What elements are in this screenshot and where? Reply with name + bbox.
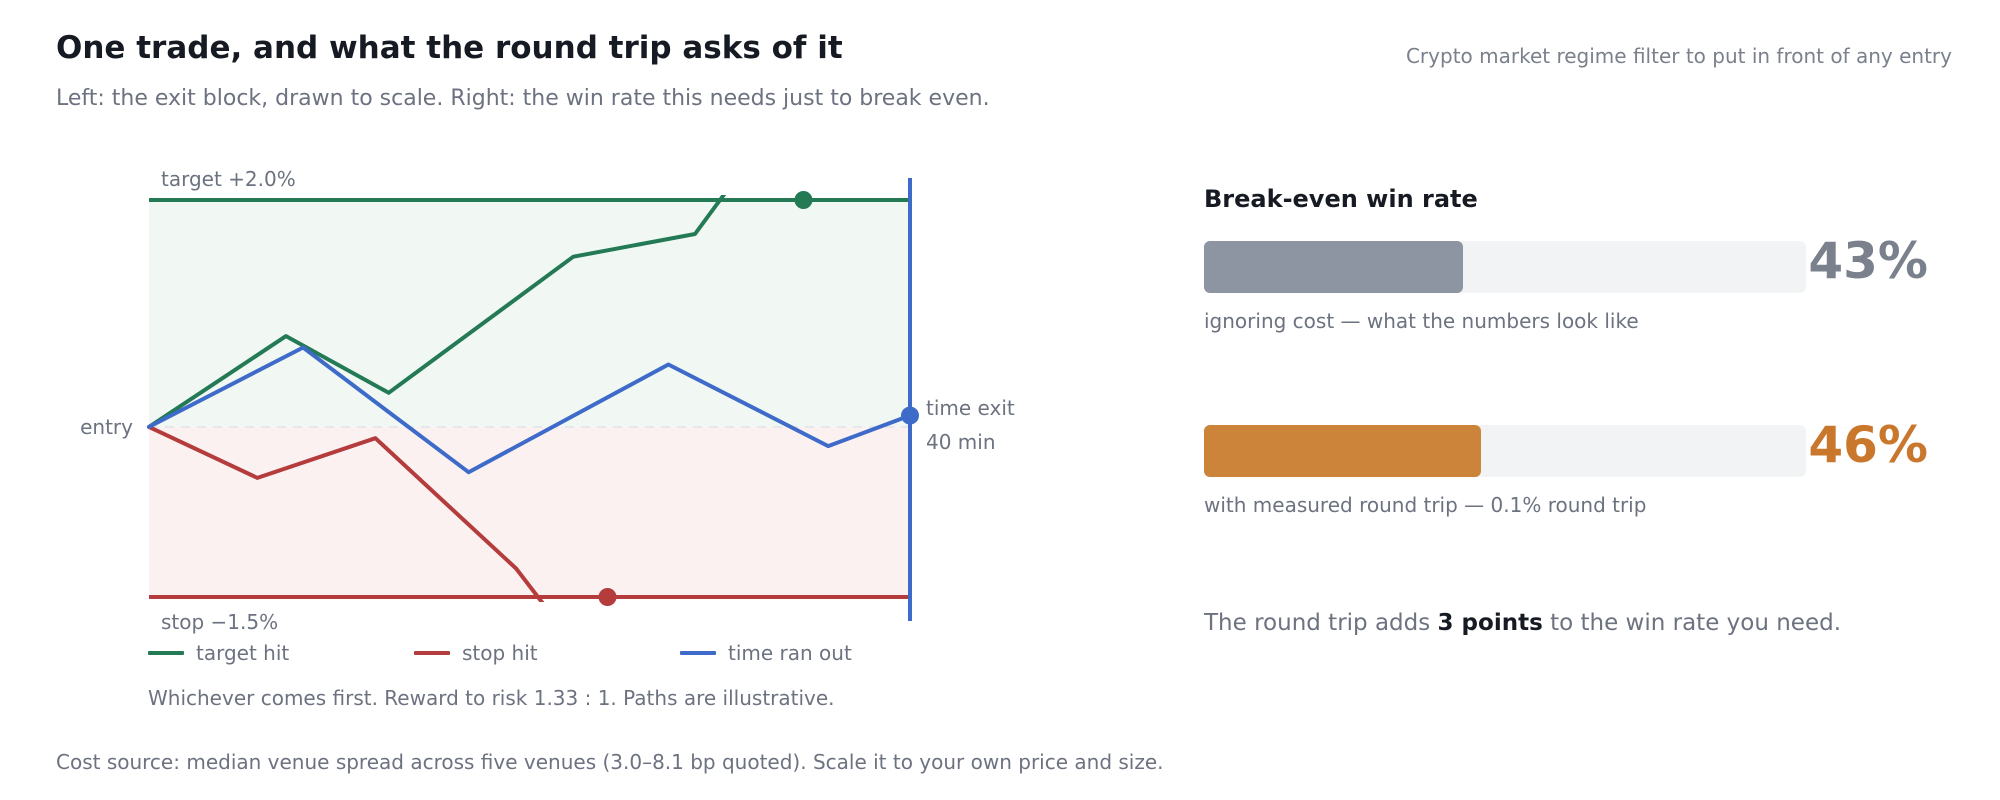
legend-swatch [148,651,184,655]
entry-label: entry [80,415,133,439]
legend-item-time: time ran out [680,641,946,665]
legend-label: target hit [196,641,290,665]
target-label: target +2.0% [161,167,296,191]
chart-note: Whichever comes first. Reward to risk 1.… [148,686,835,710]
caption-with-cost: with measured round trip — 0.1% round tr… [1204,493,1647,517]
exit-marker-stop [598,588,617,606]
tagline: Crypto market regime filter to put in fr… [1405,44,1952,68]
legend-item-stop: stop hit [414,641,680,665]
caption-ignoring-cost: ignoring cost — what the numbers look li… [1204,309,1639,333]
page-subtitle: Left: the exit block, drawn to scale. Ri… [56,86,990,111]
bar-with-cost [1204,425,1481,477]
bar-track-with-cost [1204,425,1806,477]
series-line-stop [147,424,545,602]
loss-zone [149,426,910,597]
legend-swatch [680,651,716,655]
bar-track-ignoring-cost [1204,241,1806,293]
legend-label: stop hit [462,641,538,665]
break-even-title: Break-even win rate [1204,185,1478,213]
value-ignoring-cost: 43% [1808,232,1928,290]
bar-ignoring-cost [1204,241,1463,293]
page-title: One trade, and what the round trip asks … [56,30,843,66]
series-line-target [147,195,727,429]
series-line-time [147,345,912,475]
profit-zone [149,200,910,427]
exit-marker-time [901,406,919,425]
time-exit-duration: 40 min [926,430,996,454]
exit-marker-target [794,191,813,209]
legend-swatch [414,651,450,655]
chart-legend: target hit stop hit time ran out [148,641,946,665]
legend-item-target: target hit [148,641,414,665]
value-with-cost: 46% [1808,416,1928,474]
conclusion-suffix: to the win rate you need. [1542,610,1842,636]
cost-footnote: Cost source: median venue spread across … [56,750,1164,774]
time-exit-label: time exit [926,396,1015,420]
conclusion: The round trip adds 3 points to the win … [1204,610,1841,636]
conclusion-prefix: The round trip adds [1204,610,1438,636]
conclusion-emphasis: 3 points [1437,610,1543,636]
stop-label: stop −1.5% [161,610,278,634]
legend-label: time ran out [728,641,852,665]
